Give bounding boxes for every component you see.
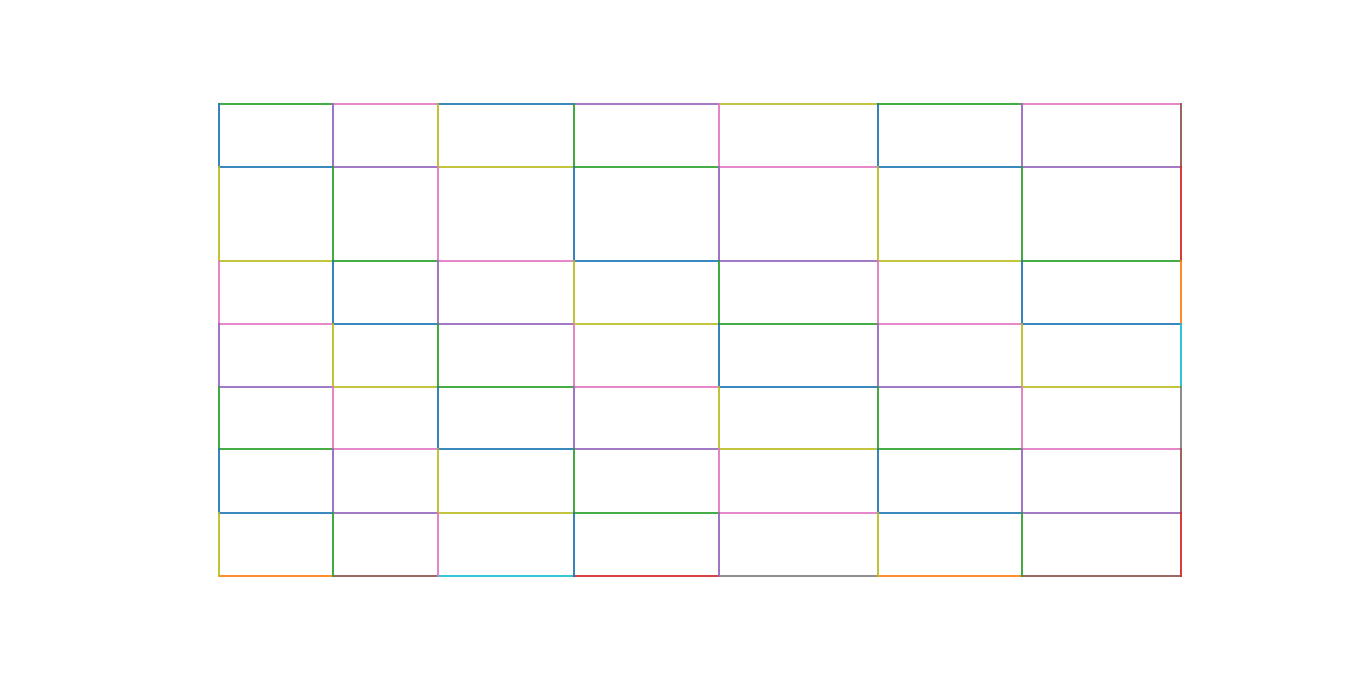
grid-edges: [218, 103, 1182, 577]
